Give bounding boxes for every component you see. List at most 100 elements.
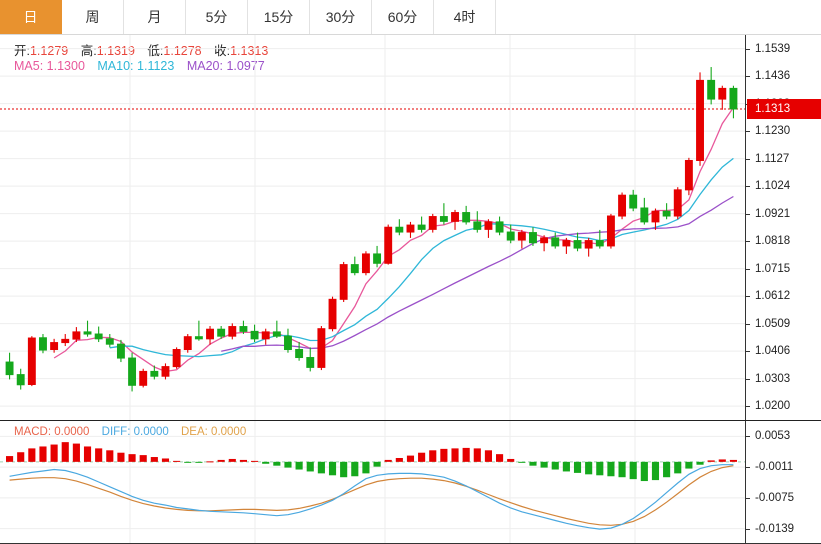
candle	[228, 326, 237, 337]
price-axis-tick: 1.0303	[755, 372, 791, 385]
macd-bar	[674, 461, 682, 474]
axis-tick-dash	[746, 268, 750, 270]
macd-bar	[418, 452, 426, 462]
macd-bar	[707, 460, 715, 462]
candle	[517, 232, 526, 241]
axis-tick-dash	[746, 296, 750, 298]
axis-tick-dash	[746, 406, 750, 408]
candle	[128, 357, 137, 386]
candle	[183, 336, 192, 351]
macd-axis: 0.0053 -0.0011 -0.0075 -0.0139	[745, 421, 821, 544]
candle	[295, 349, 304, 359]
macd-axis-tick: -0.0075	[755, 491, 795, 504]
price-svg	[0, 35, 745, 420]
candle	[350, 264, 359, 274]
candle	[161, 366, 170, 377]
macd-bar	[518, 461, 526, 463]
macd-bar	[128, 454, 136, 462]
low-label: 低:	[147, 44, 164, 58]
macd-bar	[83, 446, 92, 462]
macd-bar	[395, 457, 403, 462]
price-chart-pane[interactable]	[0, 35, 745, 420]
candle	[584, 240, 593, 249]
axis-tick-dash	[746, 213, 750, 215]
price-axis-tick: 1.1024	[755, 180, 791, 193]
tab-3[interactable]: 5分	[186, 0, 248, 34]
ma20-label: MA20:	[186, 59, 223, 73]
macd-bar	[351, 461, 359, 477]
macd-bar	[429, 450, 437, 462]
tab-4[interactable]: 15分	[248, 0, 310, 34]
tab-6[interactable]: 60分	[372, 0, 434, 34]
candle	[629, 194, 638, 209]
tab-1[interactable]: 周	[62, 0, 124, 34]
candle	[373, 253, 382, 264]
candle	[451, 212, 459, 222]
candle	[540, 237, 549, 244]
ma10-label: MA10:	[97, 59, 134, 73]
macd-bar	[473, 448, 481, 462]
macd-bar	[551, 461, 559, 470]
macd-bar	[173, 460, 181, 462]
dea-label: DEA:	[181, 426, 208, 438]
candle	[673, 189, 682, 217]
axis-tick-dash	[746, 467, 750, 469]
macd-chart-pane[interactable]	[0, 421, 745, 544]
timeframe-tabbar[interactable]: 日周月 5分 15分 30分 60分 4时	[0, 0, 821, 35]
macd-bar	[39, 446, 47, 462]
low-value: 1.1278	[163, 44, 202, 58]
pane-separator	[0, 420, 821, 421]
price-axis-tick: 1.1127	[755, 152, 790, 165]
candle	[206, 328, 214, 340]
axis-tick-dash	[746, 131, 750, 133]
macd-bar	[573, 461, 582, 473]
price-axis-tick: 1.0200	[755, 400, 791, 413]
price-axis-tick: 1.0509	[755, 317, 791, 330]
macd-bar	[729, 459, 737, 462]
candle	[573, 240, 582, 249]
macd-bar	[6, 456, 14, 462]
macd-bar	[61, 442, 69, 462]
macd-bar	[562, 461, 570, 472]
macd-bar	[317, 461, 325, 474]
axis-tick-dash	[746, 436, 750, 438]
candle	[707, 79, 716, 100]
macd-bar	[306, 461, 314, 472]
macd-bar	[540, 461, 548, 468]
tab-0[interactable]: 日	[0, 0, 62, 34]
candle	[250, 330, 259, 340]
candle	[729, 87, 738, 110]
candle	[94, 333, 103, 340]
candle	[473, 221, 482, 230]
axis-tick-dash	[746, 186, 750, 188]
macd-bar	[239, 459, 247, 462]
macd-bar	[596, 461, 604, 476]
axis-tick-dash	[746, 158, 750, 160]
macd-axis-tick: 0.0053	[755, 430, 791, 443]
tab-5[interactable]: 30分	[310, 0, 372, 34]
axis-tick-dash	[746, 48, 750, 50]
candle	[328, 298, 337, 330]
candle	[284, 335, 292, 351]
macd-bar	[496, 454, 504, 462]
candle	[72, 331, 81, 340]
macd-bar	[17, 452, 25, 462]
candle	[595, 240, 604, 247]
candle	[217, 328, 226, 337]
price-axis-tick: 1.1230	[755, 125, 791, 138]
tab-2[interactable]: 月	[124, 0, 186, 34]
tab-7[interactable]: 4时	[434, 0, 496, 34]
macd-bar	[340, 461, 348, 478]
candle	[696, 79, 704, 161]
macd-bar	[663, 461, 671, 478]
candle	[651, 210, 660, 223]
macd-bar	[195, 461, 203, 463]
candle	[317, 328, 326, 368]
candle	[61, 338, 70, 344]
macd-bar	[462, 447, 470, 462]
candle	[417, 224, 426, 230]
macd-bar	[629, 461, 637, 480]
macd-value: 0.0000	[54, 426, 90, 438]
candle	[116, 343, 125, 359]
candle	[194, 336, 203, 340]
